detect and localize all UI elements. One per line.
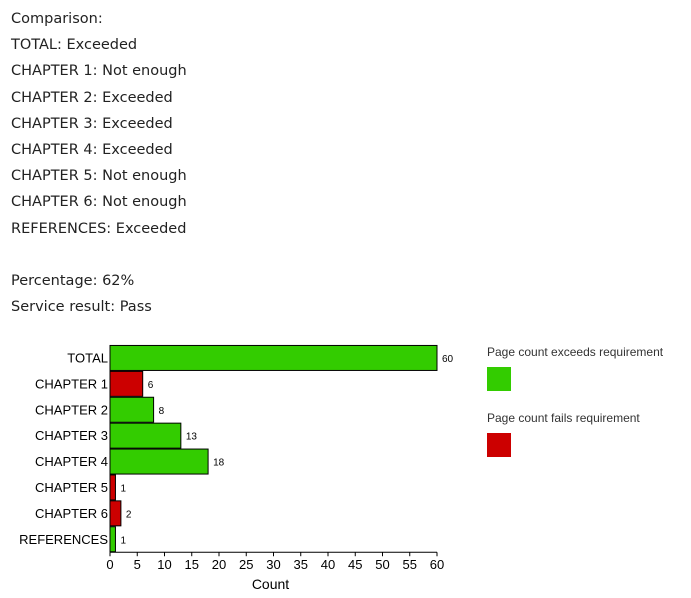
percentage-text: Percentage: 62% — [11, 273, 135, 290]
summary-row: CHAPTER 1: Not enough — [11, 63, 187, 80]
summary-row: CHAPTER 5: Not enough — [11, 168, 187, 185]
x-tick-label: 60 — [430, 557, 444, 572]
x-tick-label: 0 — [106, 557, 113, 572]
data-label: 18 — [213, 458, 225, 469]
service-result-text: Service result: Pass — [11, 299, 152, 316]
x-tick-label: 20 — [212, 557, 226, 572]
data-label: 8 — [159, 406, 165, 417]
bar — [109, 474, 116, 501]
legend-label-fails: Page count fails requirement — [487, 411, 640, 425]
summary-row: REFERENCES: Exceeded — [11, 220, 187, 237]
comparison-heading: Comparison: — [11, 11, 103, 27]
summary-row: CHAPTER 6: Not enough — [11, 194, 187, 211]
bar — [109, 396, 155, 423]
data-label: 13 — [186, 432, 198, 443]
bar — [109, 370, 144, 397]
x-tick-label: 45 — [348, 557, 362, 572]
category-label: TOTAL — [67, 350, 108, 365]
summary-row: CHAPTER 3: Exceeded — [11, 115, 173, 132]
comparison-summary: Comparison: TOTAL: Exceeded CHAPTER 1: N… — [11, 6, 187, 320]
x-axis-title: Count — [252, 576, 289, 592]
summary-row: CHAPTER 4: Exceeded — [11, 142, 173, 159]
legend-label-exceeds: Page count exceeds requirement — [487, 345, 664, 359]
data-label: 1 — [120, 535, 126, 546]
bar — [109, 448, 209, 475]
x-tick-label: 10 — [157, 557, 171, 572]
category-label: CHAPTER 2 — [35, 402, 108, 417]
x-tick-label: 25 — [239, 557, 253, 572]
bar — [109, 526, 116, 553]
legend-item-fails: Page count fails requirement — [487, 411, 640, 457]
x-tick-label: 15 — [185, 557, 199, 572]
summary-row: TOTAL: Exceeded — [11, 37, 138, 54]
category-label: CHAPTER 6 — [35, 506, 108, 521]
x-tick-label: 35 — [294, 557, 308, 572]
x-tick-label: 30 — [266, 557, 280, 572]
legend-item-exceeds: Page count exceeds requirement — [487, 345, 664, 391]
category-label: CHAPTER 5 — [35, 480, 108, 495]
category-label: CHAPTER 4 — [35, 454, 108, 469]
legend-swatch-fails — [487, 433, 511, 457]
x-tick-label: 40 — [321, 557, 335, 572]
x-tick-label: 55 — [403, 557, 417, 572]
bar — [109, 344, 438, 371]
data-label: 60 — [442, 354, 454, 365]
data-label: 1 — [120, 483, 126, 494]
summary-row: CHAPTER 2: Exceeded — [11, 89, 173, 106]
legend-swatch-exceeds — [487, 367, 511, 391]
category-label: REFERENCES — [19, 532, 108, 547]
bar — [109, 500, 122, 527]
data-label: 2 — [126, 509, 132, 520]
category-label: CHAPTER 3 — [35, 428, 108, 443]
data-label: 6 — [148, 380, 154, 391]
x-tick-label: 5 — [134, 557, 141, 572]
bar — [109, 422, 182, 449]
category-label: CHAPTER 1 — [35, 376, 108, 391]
x-tick-label: 50 — [375, 557, 389, 572]
